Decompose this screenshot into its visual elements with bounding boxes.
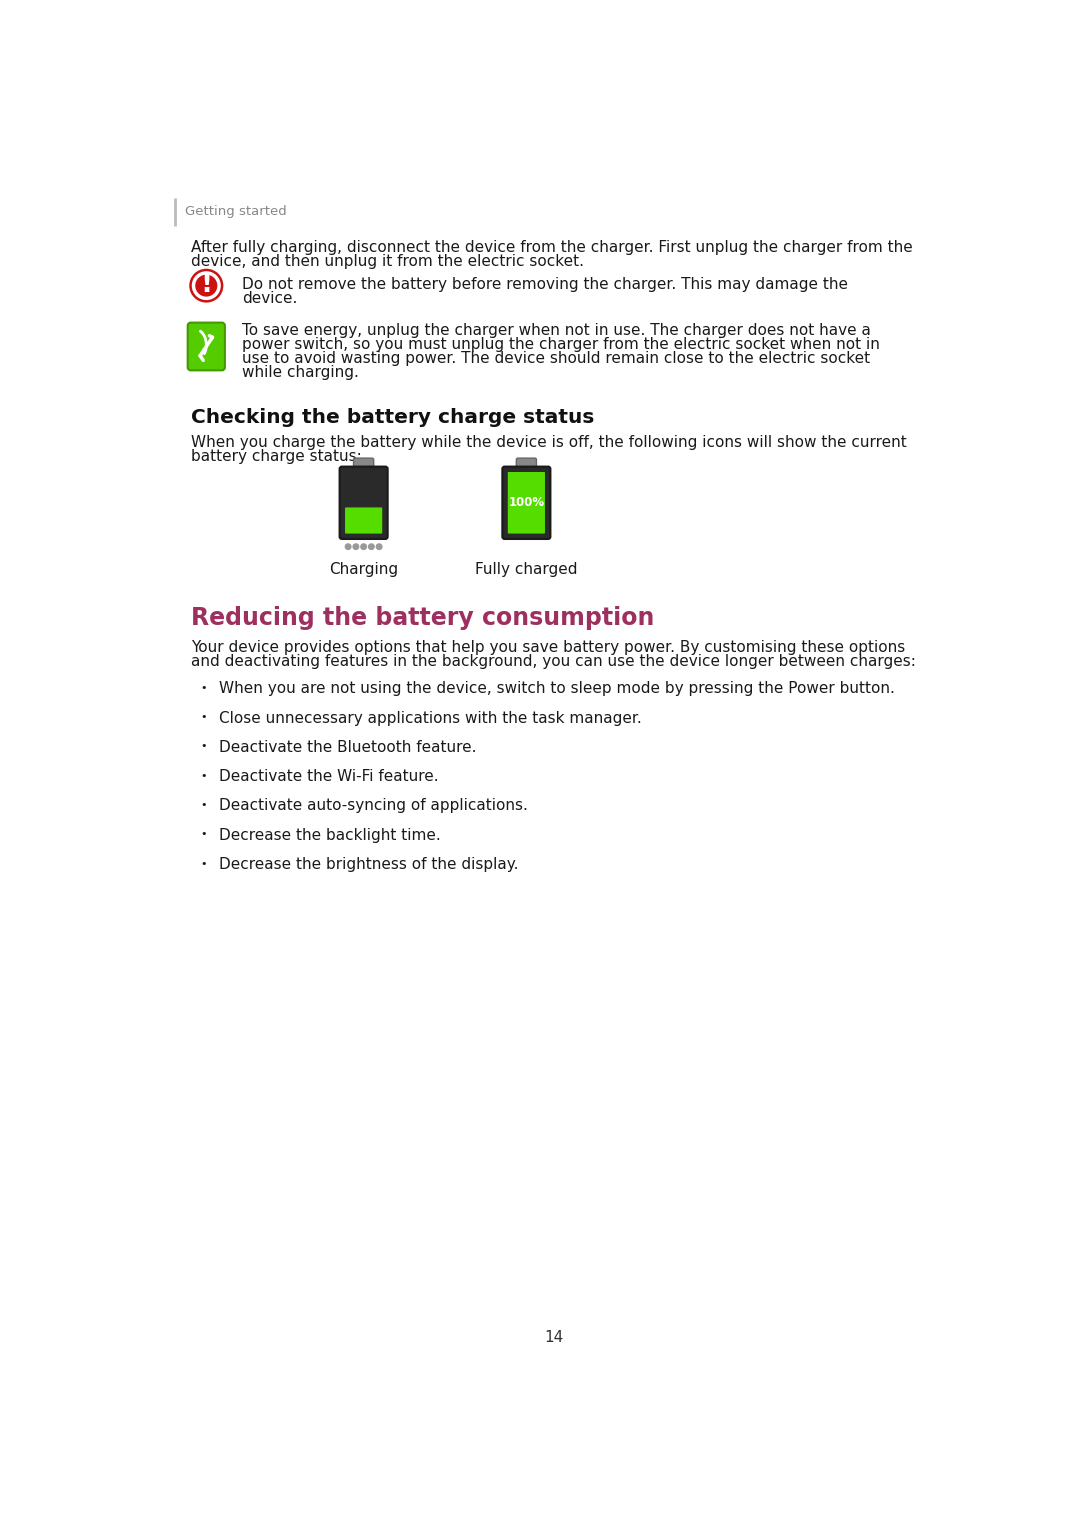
Text: device, and then unplug it from the electric socket.: device, and then unplug it from the elec… bbox=[191, 253, 584, 269]
Circle shape bbox=[368, 544, 375, 550]
Text: device.: device. bbox=[242, 292, 297, 305]
Circle shape bbox=[193, 273, 219, 298]
Text: Deactivate auto-syncing of applications.: Deactivate auto-syncing of applications. bbox=[218, 799, 527, 814]
Text: Reducing the battery consumption: Reducing the battery consumption bbox=[191, 606, 654, 631]
Text: use to avoid wasting power. The device should remain close to the electric socke: use to avoid wasting power. The device s… bbox=[242, 351, 870, 366]
Text: When you charge the battery while the device is off, the following icons will sh: When you charge the battery while the de… bbox=[191, 435, 906, 450]
FancyBboxPatch shape bbox=[188, 322, 225, 371]
Circle shape bbox=[345, 544, 352, 550]
Text: •: • bbox=[200, 712, 206, 722]
Text: Close unnecessary applications with the task manager.: Close unnecessary applications with the … bbox=[218, 710, 642, 725]
Text: Do not remove the battery before removing the charger. This may damage the: Do not remove the battery before removin… bbox=[242, 278, 848, 292]
Text: Your device provides options that help you save battery power. By customising th: Your device provides options that help y… bbox=[191, 640, 905, 655]
Text: 14: 14 bbox=[544, 1330, 563, 1345]
Text: Decrease the backlight time.: Decrease the backlight time. bbox=[218, 828, 441, 843]
Text: •: • bbox=[200, 683, 206, 693]
Text: power switch, so you must unplug the charger from the electric socket when not i: power switch, so you must unplug the cha… bbox=[242, 337, 880, 353]
FancyBboxPatch shape bbox=[508, 472, 545, 533]
Text: !: ! bbox=[200, 272, 213, 298]
FancyBboxPatch shape bbox=[345, 507, 382, 533]
Text: and deactivating features in the background, you can use the device longer betwe: and deactivating features in the backgro… bbox=[191, 654, 916, 669]
Text: Fully charged: Fully charged bbox=[475, 562, 578, 577]
Circle shape bbox=[360, 544, 367, 550]
Text: Decrease the brightness of the display.: Decrease the brightness of the display. bbox=[218, 857, 518, 872]
Circle shape bbox=[376, 544, 382, 550]
Circle shape bbox=[352, 544, 360, 550]
Circle shape bbox=[189, 269, 224, 302]
Text: •: • bbox=[200, 742, 206, 751]
FancyBboxPatch shape bbox=[516, 458, 537, 472]
FancyBboxPatch shape bbox=[502, 467, 551, 539]
Text: After fully charging, disconnect the device from the charger. First unplug the c: After fully charging, disconnect the dev… bbox=[191, 240, 913, 255]
FancyBboxPatch shape bbox=[353, 458, 374, 472]
Text: •: • bbox=[200, 771, 206, 780]
Text: •: • bbox=[200, 858, 206, 869]
Text: •: • bbox=[200, 800, 206, 809]
Text: Deactivate the Bluetooth feature.: Deactivate the Bluetooth feature. bbox=[218, 741, 476, 754]
Text: 100%: 100% bbox=[509, 496, 544, 510]
Text: while charging.: while charging. bbox=[242, 365, 359, 380]
Text: Checking the battery charge status: Checking the battery charge status bbox=[191, 408, 594, 428]
Text: Getting started: Getting started bbox=[186, 205, 287, 218]
FancyBboxPatch shape bbox=[339, 467, 388, 539]
Text: Deactivate the Wi-Fi feature.: Deactivate the Wi-Fi feature. bbox=[218, 770, 438, 785]
Text: To save energy, unplug the charger when not in use. The charger does not have a: To save energy, unplug the charger when … bbox=[242, 324, 870, 339]
Text: Charging: Charging bbox=[329, 562, 399, 577]
Text: •: • bbox=[200, 829, 206, 840]
Text: battery charge status:: battery charge status: bbox=[191, 449, 362, 464]
Text: When you are not using the device, switch to sleep mode by pressing the Power bu: When you are not using the device, switc… bbox=[218, 681, 894, 696]
